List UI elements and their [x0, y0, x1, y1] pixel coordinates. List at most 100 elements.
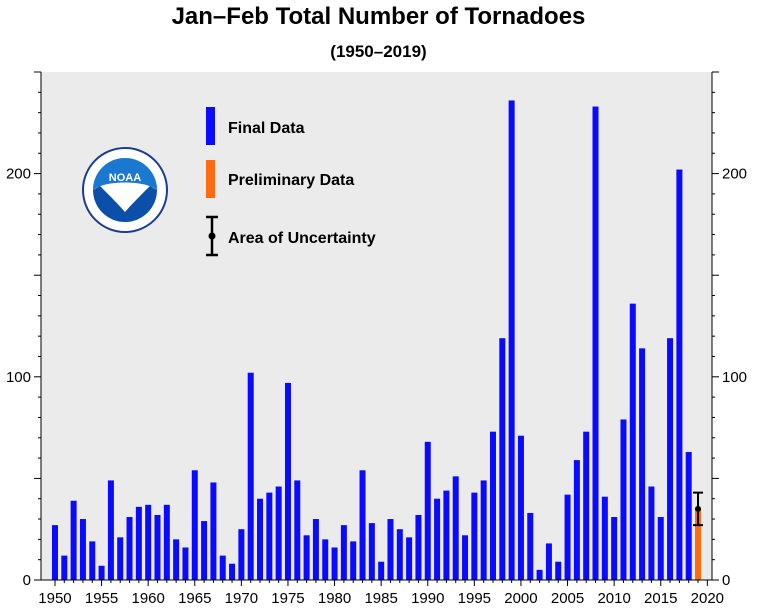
bar-final-1966 [201, 521, 208, 580]
x-tick-label-1960: 1960 [131, 590, 164, 607]
bar-final-1959 [135, 506, 142, 580]
bar-final-1996 [480, 480, 487, 580]
uncertainty-group [693, 491, 704, 527]
bar-final-1971 [247, 372, 254, 580]
bar-final-1975 [284, 382, 291, 580]
y-tick-label-left-0: 0 [23, 572, 31, 589]
bar-final-2001 [527, 512, 534, 580]
bar-final-1958 [126, 517, 133, 580]
bar-final-1976 [294, 480, 301, 580]
bar-final-1972 [257, 498, 264, 580]
bar-final-1990 [424, 441, 431, 580]
bar-final-1973 [266, 492, 273, 580]
x-tick-label-1985: 1985 [364, 590, 397, 607]
bar-final-1963 [173, 539, 180, 580]
bar-final-1956 [107, 480, 114, 580]
bar-final-1986 [387, 519, 394, 580]
x-tick-label-1950: 1950 [38, 590, 71, 607]
bar-final-1994 [462, 535, 469, 580]
bar-final-1953 [79, 519, 86, 580]
y-tick-label-right-0: 0 [722, 572, 730, 589]
bar-final-1981 [340, 525, 347, 580]
bar-final-1952 [70, 500, 77, 580]
bar-final-1974 [275, 486, 282, 580]
bar-final-1965 [191, 470, 198, 580]
y-tick-label-left-100: 100 [6, 369, 31, 386]
bar-final-1978 [312, 519, 319, 580]
bar-final-2006 [573, 460, 580, 580]
chart-title: Jan–Feb Total Number of Tornadoes [171, 3, 586, 30]
bar-final-1961 [154, 514, 161, 580]
bar-final-2009 [601, 496, 608, 580]
bar-final-1987 [396, 529, 403, 580]
bar-final-1979 [322, 539, 329, 580]
bar-final-1968 [219, 555, 226, 580]
bar-final-1980 [331, 547, 338, 580]
bar-final-1962 [163, 504, 170, 580]
bar-final-2003 [545, 543, 552, 580]
bar-final-1991 [434, 498, 441, 580]
legend-swatch-final [206, 107, 215, 145]
legend: Final Data Preliminary Data Area of Unce… [206, 107, 376, 257]
x-tick-label-1970: 1970 [225, 590, 258, 607]
bar-final-2018 [685, 451, 692, 580]
axes-group: 1950 1955 1960 1965 1970 1975 1980 1985 1990 1995… [6, 71, 747, 607]
bar-final-1967 [210, 482, 217, 580]
bar-final-1985 [378, 561, 385, 580]
bar-final-2011 [620, 419, 627, 580]
y-tick-label-right-100: 100 [722, 369, 747, 386]
bar-final-1960 [145, 504, 152, 580]
x-tick-label-1965: 1965 [178, 590, 211, 607]
bar-final-1982 [350, 541, 357, 580]
legend-label-preliminary: Preliminary Data [228, 172, 354, 189]
x-tick-label-2015: 2015 [644, 590, 677, 607]
bar-preliminary-2019 [695, 508, 702, 580]
bar-final-2012 [629, 303, 636, 580]
bar-final-1989 [415, 514, 422, 580]
bars-group [51, 100, 702, 581]
bar-final-1954 [89, 541, 96, 580]
bar-final-1995 [471, 492, 478, 580]
x-tick-label-2010: 2010 [597, 590, 630, 607]
x-tick-label-1990: 1990 [411, 590, 444, 607]
bar-final-2016 [667, 338, 674, 580]
svg-text:NOAA: NOAA [109, 172, 141, 184]
bar-final-2000 [517, 435, 524, 580]
x-tick-label-2020: 2020 [691, 590, 724, 607]
bar-final-1988 [406, 537, 413, 580]
bar-final-2007 [583, 431, 590, 580]
legend-label-final: Final Data [228, 120, 305, 137]
bar-final-1955 [98, 565, 105, 580]
bar-final-1970 [238, 529, 245, 580]
y-tick-label-left-200: 200 [6, 166, 31, 183]
bar-final-1999 [508, 100, 515, 580]
uncertainty-point [695, 505, 702, 512]
bar-final-2013 [639, 348, 646, 580]
bar-final-1977 [303, 535, 310, 580]
noaa-logo-icon: NOAA [82, 147, 168, 233]
bar-final-2017 [676, 169, 683, 581]
bar-final-1983 [359, 470, 366, 580]
bar-final-1992 [443, 490, 450, 580]
bar-final-2014 [648, 486, 655, 580]
bar-final-1950 [51, 525, 58, 580]
x-tick-label-2005: 2005 [551, 590, 584, 607]
legend-uncertainty-marker [206, 215, 218, 257]
bar-final-2015 [657, 517, 664, 580]
bar-final-1951 [61, 555, 68, 580]
bar-final-2010 [611, 517, 618, 580]
bar-final-1957 [117, 537, 124, 580]
legend-swatch-preliminary [206, 160, 215, 198]
legend-label-uncertainty: Area of Uncertainty [228, 230, 376, 247]
bar-final-1997 [489, 431, 496, 580]
chart-subtitle: (1950–2019) [330, 42, 427, 61]
x-tick-label-1975: 1975 [271, 590, 304, 607]
bar-final-2002 [536, 569, 543, 580]
y-tick-label-right-200: 200 [722, 166, 747, 183]
bar-final-1964 [182, 547, 189, 580]
x-tick-label-2000: 2000 [504, 590, 537, 607]
bar-final-1969 [229, 563, 236, 580]
bar-final-2004 [555, 561, 562, 580]
bar-final-1993 [452, 476, 459, 580]
